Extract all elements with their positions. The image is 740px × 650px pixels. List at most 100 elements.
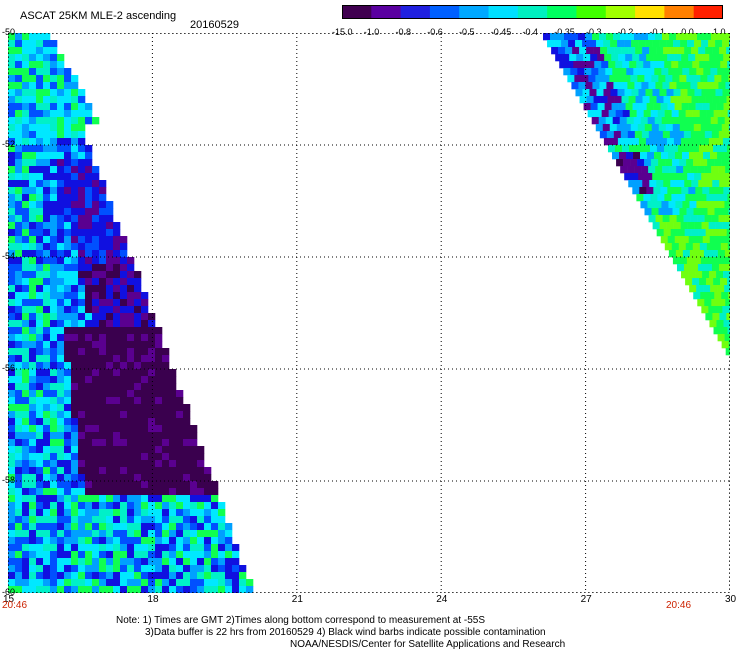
swath-cell: [22, 173, 30, 181]
swath-cell: [113, 495, 121, 503]
swath-cell: [57, 467, 65, 475]
swath-cell: [557, 33, 565, 41]
swath-cell: [651, 208, 659, 216]
swath-cell: [29, 208, 37, 216]
swath-cell: [204, 495, 212, 503]
swath-cell: [699, 61, 707, 69]
swath-cell: [43, 362, 51, 370]
swath-cell: [652, 138, 661, 146]
swath-cell: [703, 117, 712, 125]
swath-cell: [85, 306, 93, 314]
swath-cell: [127, 299, 135, 307]
swath-cell: [57, 117, 65, 125]
swath-cell: [669, 33, 677, 41]
swath-cell: [134, 404, 142, 412]
swath-cell: [71, 544, 79, 552]
swath-cell: [8, 586, 16, 593]
swath-cell: [204, 565, 212, 573]
swath-cell: [148, 586, 156, 593]
swath-cell: [85, 271, 93, 279]
swath-cell: [78, 572, 86, 580]
swath-cell: [85, 439, 93, 447]
swath-cell: [708, 306, 716, 314]
swath-cell: [99, 250, 107, 258]
swath-cell: [99, 362, 107, 370]
swath-cell: [239, 579, 247, 587]
swath-cell: [225, 586, 233, 593]
swath-cell: [620, 33, 628, 41]
swath-cell: [120, 271, 128, 279]
swath-cell: [22, 481, 30, 489]
swath-cell: [36, 334, 44, 342]
swath-cell: [92, 509, 100, 517]
swath-cell: [29, 229, 37, 237]
swath-cell: [570, 68, 578, 76]
swath-cell: [700, 75, 708, 83]
swath-cell: [113, 271, 121, 279]
swath-cell: [712, 96, 720, 104]
swath-cell: [127, 320, 135, 328]
swath-cell: [717, 334, 725, 342]
swath-cell: [113, 390, 121, 398]
swath-cell: [640, 117, 649, 125]
swath-cell: [716, 187, 724, 195]
swath-cell: [71, 271, 79, 279]
swath-cell: [85, 523, 93, 531]
swath-cell: [628, 96, 636, 104]
swath-cell: [106, 369, 114, 377]
swath-cell: [612, 68, 620, 76]
swath-cell: [686, 257, 695, 265]
swath-cell: [616, 75, 624, 83]
swath-cell: [619, 117, 628, 125]
swath-cell: [716, 54, 724, 62]
swath-cell: [169, 488, 177, 496]
swath-cell: [148, 334, 156, 342]
swath-cell: [113, 474, 121, 482]
swath-cell: [665, 159, 673, 167]
swath-cell: [148, 320, 156, 328]
swath-cell: [162, 383, 170, 391]
swath-cell: [155, 586, 163, 593]
swath-cell: [50, 187, 58, 195]
swath-cell: [637, 124, 646, 132]
swath-cell: [653, 54, 661, 62]
swath-cell: [707, 257, 716, 265]
swath-cell: [155, 355, 163, 363]
swath-cell: [36, 544, 44, 552]
swath-cell: [57, 75, 65, 83]
swath-cell: [148, 481, 156, 489]
swath-cell: [113, 334, 121, 342]
swath-cell: [50, 481, 58, 489]
swath-cell: [57, 565, 65, 573]
swath-cell: [127, 558, 135, 566]
swath-cell: [727, 194, 730, 202]
colorbar-segment: [693, 5, 723, 19]
swath-cell: [630, 75, 638, 83]
swath-cell: [638, 173, 646, 181]
swath-cell: [677, 229, 685, 237]
swath-cell: [176, 579, 184, 587]
swath-cell: [71, 481, 79, 489]
swath-cell: [596, 89, 604, 97]
swath-cell: [713, 327, 721, 335]
swath-cell: [15, 250, 23, 258]
swath-cell: [183, 565, 191, 573]
swath-cell: [15, 68, 23, 76]
swath-cell: [120, 362, 128, 370]
swath-cell: [64, 117, 72, 125]
swath-cell: [176, 474, 184, 482]
swath-cell: [57, 579, 65, 587]
swath-cell: [8, 222, 16, 230]
swath-cell: [78, 530, 86, 538]
swath-cell: [106, 565, 114, 573]
swath-cell: [218, 523, 226, 531]
swath-cell: [78, 138, 86, 146]
swath-cell: [29, 117, 37, 125]
swath-cell: [662, 131, 671, 139]
swath-cell: [43, 565, 51, 573]
swath-cell: [99, 313, 107, 321]
swath-cell: [43, 579, 51, 587]
swath-cell: [78, 474, 86, 482]
swath-cell: [662, 82, 670, 90]
swath-cell: [99, 348, 107, 356]
